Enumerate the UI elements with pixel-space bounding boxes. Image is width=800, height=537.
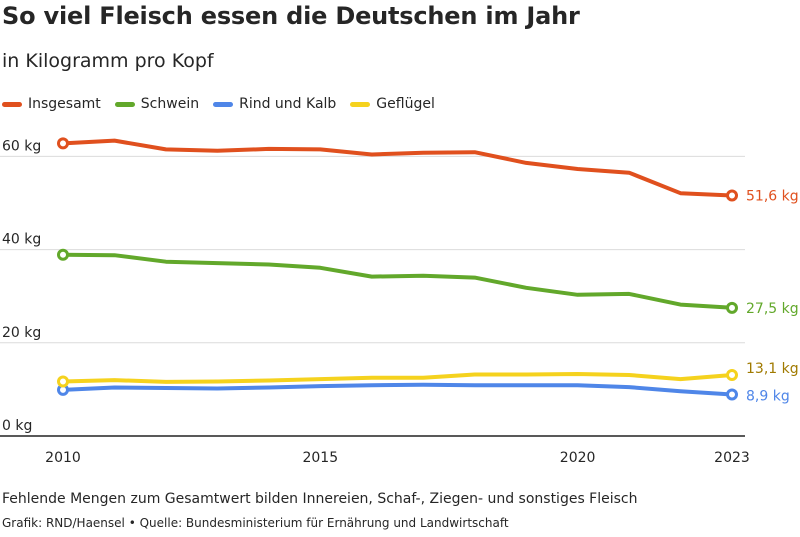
source-credit: Grafik: RND/Haensel • Quelle: Bundesmini…	[2, 516, 509, 530]
data-point-marker	[57, 248, 69, 261]
y-tick-label: 40 kg	[2, 232, 41, 248]
legend-label: Schwein	[140, 96, 200, 112]
legend-label: Insgesamt	[28, 96, 101, 112]
end-value-label: 27,5 kg	[746, 301, 799, 317]
series-line	[61, 372, 734, 384]
line-chart: 0 kg 20 kg 40 kg 60 kg 2010 2015 2020 2023 51,6 …	[0, 137, 799, 466]
legend-item-gefluegel: Geflügel	[350, 96, 435, 112]
legend-item-insgesamt: Insgesamt	[2, 96, 101, 112]
legend-swatch	[2, 101, 22, 107]
chart-legend: Insgesamt Schwein Rind und Kalb Geflügel	[2, 96, 435, 112]
series-line	[61, 252, 734, 310]
legend-swatch	[114, 101, 135, 107]
chart-subtitle: in Kilogramm pro Kopf	[2, 50, 214, 72]
data-point-marker	[726, 388, 738, 401]
chart-title: So viel Fleisch essen die Deutschen im J…	[2, 2, 580, 30]
x-tick-label: 2020	[560, 450, 596, 466]
end-value-label: 8,9 kg	[746, 389, 790, 405]
y-tick-label: 20 kg	[2, 325, 41, 341]
footnote: Fehlende Mengen zum Gesamtwert bilden In…	[2, 491, 638, 507]
x-tick-label: 2015	[302, 450, 338, 466]
data-point-marker	[57, 375, 69, 388]
legend-swatch	[213, 101, 234, 107]
series-line	[61, 382, 734, 397]
legend-swatch	[350, 101, 371, 107]
series-line	[61, 138, 734, 198]
legend-label: Rind und Kalb	[239, 96, 337, 112]
y-tick-label: 0 kg	[2, 418, 32, 434]
x-tick-label: 2023	[714, 450, 750, 466]
data-point-marker	[57, 137, 69, 150]
legend-item-rind-und-kalb: Rind und Kalb	[213, 96, 336, 112]
data-point-marker	[726, 368, 738, 381]
legend-label: Geflügel	[376, 96, 435, 112]
legend-item-schwein: Schwein	[114, 96, 200, 112]
x-tick-label: 2010	[45, 450, 81, 466]
end-value-label: 51,6 kg	[746, 189, 799, 205]
end-value-label: 13,1 kg	[746, 361, 799, 377]
data-point-marker	[726, 301, 738, 314]
y-tick-label: 60 kg	[2, 138, 41, 154]
data-point-marker	[726, 189, 738, 202]
